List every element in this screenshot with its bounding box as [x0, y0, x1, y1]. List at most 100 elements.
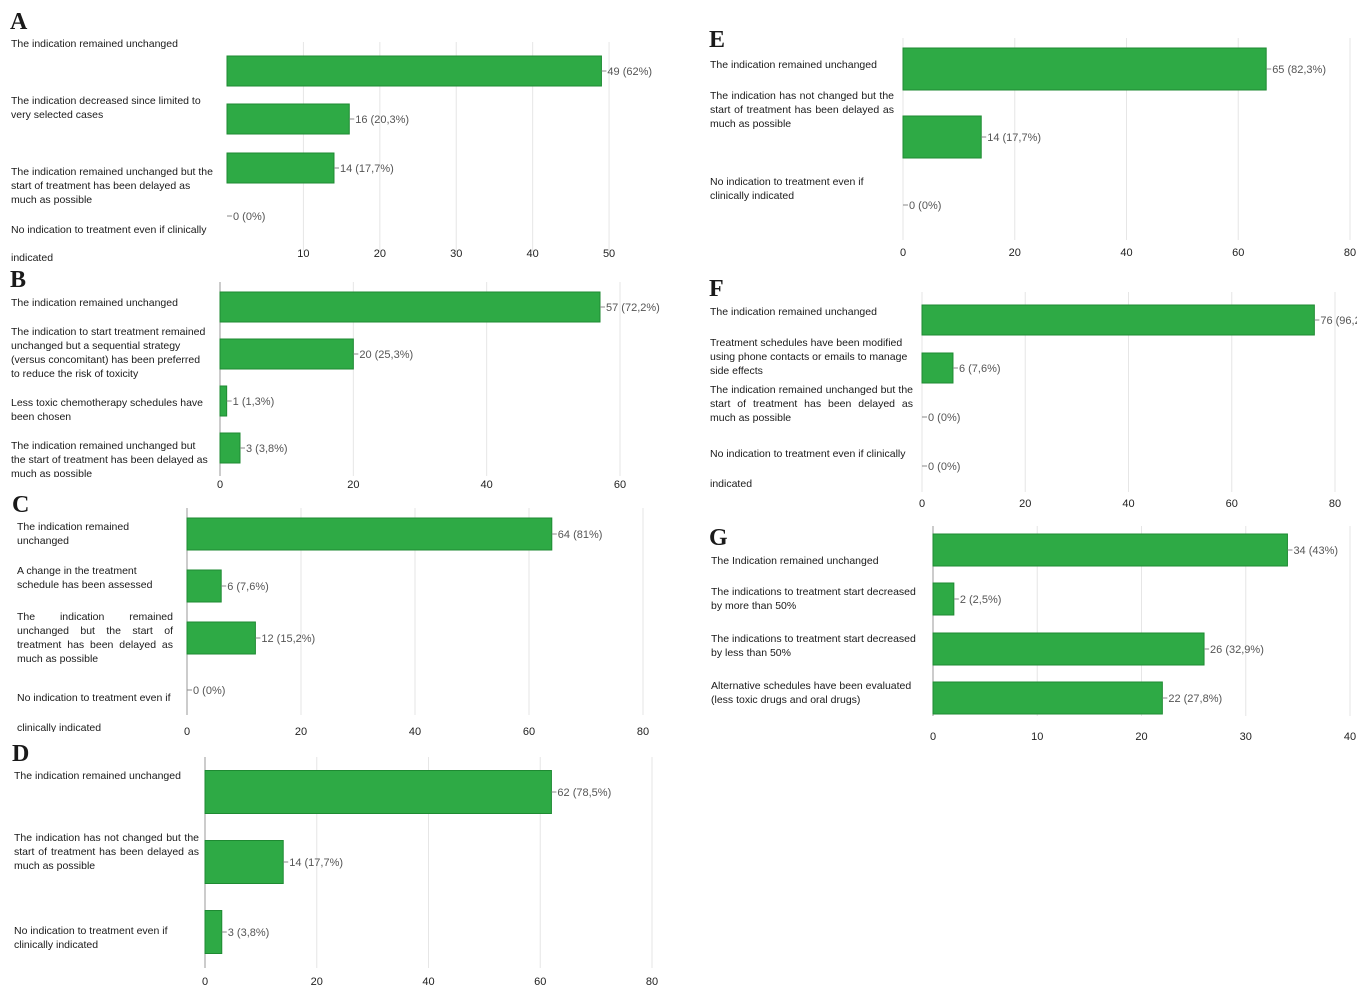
tick-label-c-2: 40	[409, 726, 421, 738]
data-label-a-3: 14 (17,7%)	[340, 163, 394, 175]
tick-label-f-3: 60	[1226, 498, 1238, 510]
panel-letter-b: B	[10, 267, 27, 293]
tick-label-c-1: 20	[295, 726, 307, 738]
data-label-b-3: 1 (1,3%)	[233, 396, 275, 408]
data-label-d-2: 14 (17,7%)	[289, 857, 343, 869]
tick-label-e-0: 0	[900, 247, 906, 259]
category-label-d-2: The indication has not changed but the s…	[14, 832, 199, 872]
tick-label-e-3: 60	[1232, 247, 1244, 259]
data-label-b-4: 3 (3,8%)	[246, 443, 288, 455]
tick-label-a-0: 10	[297, 248, 309, 260]
category-label-g-1: The Indication remained unchanged	[711, 555, 879, 567]
bar-b-1	[219, 291, 601, 323]
tick-label-g-2: 20	[1135, 731, 1147, 743]
data-label-d-1: 62 (78,5%)	[557, 787, 611, 799]
data-label-f-4: 0 (0%)	[928, 461, 960, 473]
bar-a-1	[226, 55, 602, 87]
tick-label-d-3: 60	[534, 976, 546, 987]
tick-label-f-2: 40	[1122, 498, 1134, 510]
tick-label-b-2: 40	[481, 479, 493, 491]
panel-letter-c: C	[12, 492, 30, 518]
category-label-b-1: The indication remained unchanged	[11, 297, 178, 309]
tick-label-e-2: 40	[1120, 247, 1132, 259]
bar-d-2	[204, 840, 284, 884]
bar-e-1	[902, 47, 1267, 91]
data-label-g-2: 2 (2,5%)	[960, 594, 1002, 606]
tick-label-b-0: 0	[217, 479, 223, 491]
panel-letter-e: E	[709, 27, 726, 53]
tick-label-e-4: 80	[1344, 247, 1356, 259]
category-label-b-2: The indication to start treatment remain…	[11, 326, 206, 380]
tick-label-b-1: 20	[347, 479, 359, 491]
category-label-a-4b: indicated	[11, 252, 54, 264]
category-label-a-1: The indication remained unchanged	[11, 38, 178, 50]
data-label-f-1: 76 (96,2%)	[1320, 315, 1357, 327]
category-label-e-1: The indication remained unchanged	[710, 59, 877, 71]
category-label-f-2: Treatment schedules have been modified u…	[710, 337, 908, 377]
data-label-g-3: 26 (32,9%)	[1210, 644, 1264, 656]
data-label-c-1: 64 (81%)	[558, 529, 603, 541]
category-label-g-4: Alternative schedules have been evaluate…	[711, 680, 912, 706]
category-label-a-4: No indication to treatment even if clini…	[11, 224, 207, 236]
bar-c-3	[186, 621, 256, 655]
data-label-c-3: 12 (15,2%)	[261, 633, 315, 645]
category-label-d-3: No indication to treatment even if clini…	[14, 925, 168, 951]
bar-b-2	[219, 338, 354, 370]
bar-g-3	[932, 632, 1205, 666]
data-label-c-4: 0 (0%)	[193, 685, 225, 697]
tick-label-d-1: 20	[311, 976, 323, 987]
bar-e-2	[902, 115, 982, 159]
data-label-g-1: 34 (43%)	[1293, 545, 1338, 557]
tick-label-a-4: 50	[603, 248, 615, 260]
category-label-g-2: The indications to treatment start decre…	[711, 586, 916, 612]
category-label-c-4: No indication to treatment even if	[17, 692, 171, 704]
data-label-d-3: 3 (3,8%)	[228, 927, 270, 939]
category-label-b-4: The indication remained unchanged but th…	[11, 440, 208, 477]
tick-label-g-0: 0	[930, 731, 936, 743]
category-label-a-2: The indication decreased since limited t…	[11, 95, 201, 121]
category-label-c-4b: clinically indicated	[17, 722, 102, 732]
tick-label-e-1: 20	[1009, 247, 1021, 259]
data-label-a-4: 0 (0%)	[233, 211, 265, 223]
category-label-d-1: The indication remained unchanged	[14, 770, 181, 782]
tick-label-d-2: 40	[422, 976, 434, 987]
tick-label-c-3: 60	[523, 726, 535, 738]
tick-label-b-3: 60	[614, 479, 626, 491]
tick-label-a-3: 40	[527, 248, 539, 260]
bar-f-2	[921, 352, 954, 384]
bar-g-1	[932, 533, 1288, 567]
tick-label-a-1: 20	[374, 248, 386, 260]
tick-label-c-4: 80	[637, 726, 649, 738]
panel-letter-g: G	[709, 525, 728, 551]
tick-label-d-4: 80	[646, 976, 658, 987]
tick-label-f-4: 80	[1329, 498, 1341, 510]
tick-label-a-2: 30	[450, 248, 462, 260]
panel-letter-a: A	[10, 9, 28, 35]
data-label-c-2: 6 (7,6%)	[227, 581, 269, 593]
data-label-g-4: 22 (27,8%)	[1168, 693, 1222, 705]
category-label-c-1: The indication remained unchanged	[17, 521, 130, 547]
category-label-c-3: The indication remained unchanged but th…	[17, 611, 173, 665]
category-label-e-3: No indication to treatment even if clini…	[710, 176, 864, 202]
tick-label-f-0: 0	[919, 498, 925, 510]
bar-g-4	[932, 681, 1163, 715]
tick-label-c-0: 0	[184, 726, 190, 738]
tick-label-g-4: 40	[1344, 731, 1356, 743]
tick-label-g-3: 30	[1240, 731, 1252, 743]
category-label-g-3: The indications to treatment start decre…	[711, 633, 916, 659]
category-label-a-3: The indication remained unchanged but th…	[11, 166, 213, 206]
bar-g-2	[932, 582, 955, 616]
category-label-b-3: Less toxic chemotherapy schedules have b…	[11, 397, 204, 423]
data-label-e-3: 0 (0%)	[909, 200, 941, 212]
tick-label-d-0: 0	[202, 976, 208, 987]
data-label-b-2: 20 (25,3%)	[359, 349, 413, 361]
bar-c-1	[186, 517, 553, 551]
data-label-a-1: 49 (62%)	[607, 66, 652, 78]
tick-label-f-1: 20	[1019, 498, 1031, 510]
